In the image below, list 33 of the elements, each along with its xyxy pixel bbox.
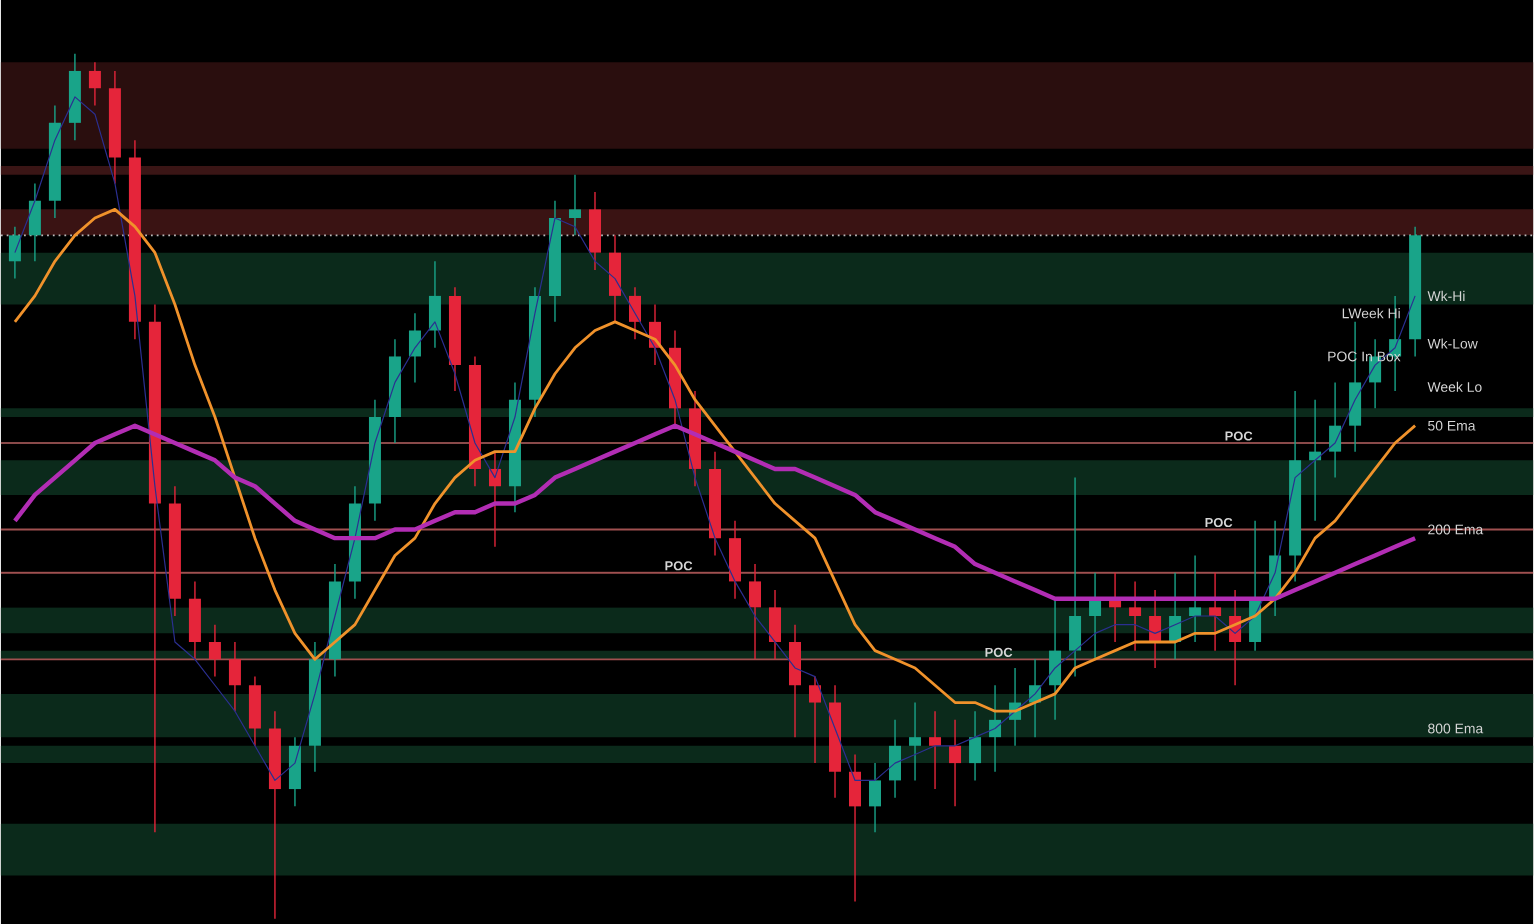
candlestick (1329, 381, 1342, 478)
candlestick (608, 234, 621, 323)
candlestick (909, 701, 922, 781)
candlestick (969, 710, 982, 781)
candlestick (949, 718, 962, 807)
candlestick (588, 190, 601, 271)
candlestick (88, 61, 101, 106)
candlestick (849, 753, 862, 902)
candlestick (749, 562, 762, 660)
candlestick (568, 173, 581, 236)
candlestick (408, 312, 421, 383)
candlestick (1069, 476, 1082, 677)
candlestick (1209, 571, 1222, 651)
candlestick (1189, 554, 1202, 643)
candlestick (889, 718, 902, 798)
candlestick (1149, 588, 1162, 669)
candlestick (628, 286, 641, 340)
candlestick (288, 736, 301, 807)
candlestick (248, 675, 261, 747)
candlestick (428, 260, 441, 349)
candlestick (208, 623, 221, 677)
candlestick (1049, 597, 1062, 721)
candlestick (1129, 580, 1142, 651)
candlestick (729, 519, 742, 599)
candlestick (28, 182, 41, 262)
candlestick (869, 761, 882, 833)
candlestick (228, 640, 241, 712)
candlestick (188, 580, 201, 660)
candlestick (8, 225, 21, 279)
candlestick (929, 710, 942, 790)
candlestick (809, 675, 822, 764)
candlestick (789, 623, 802, 738)
candlestick (769, 588, 782, 660)
